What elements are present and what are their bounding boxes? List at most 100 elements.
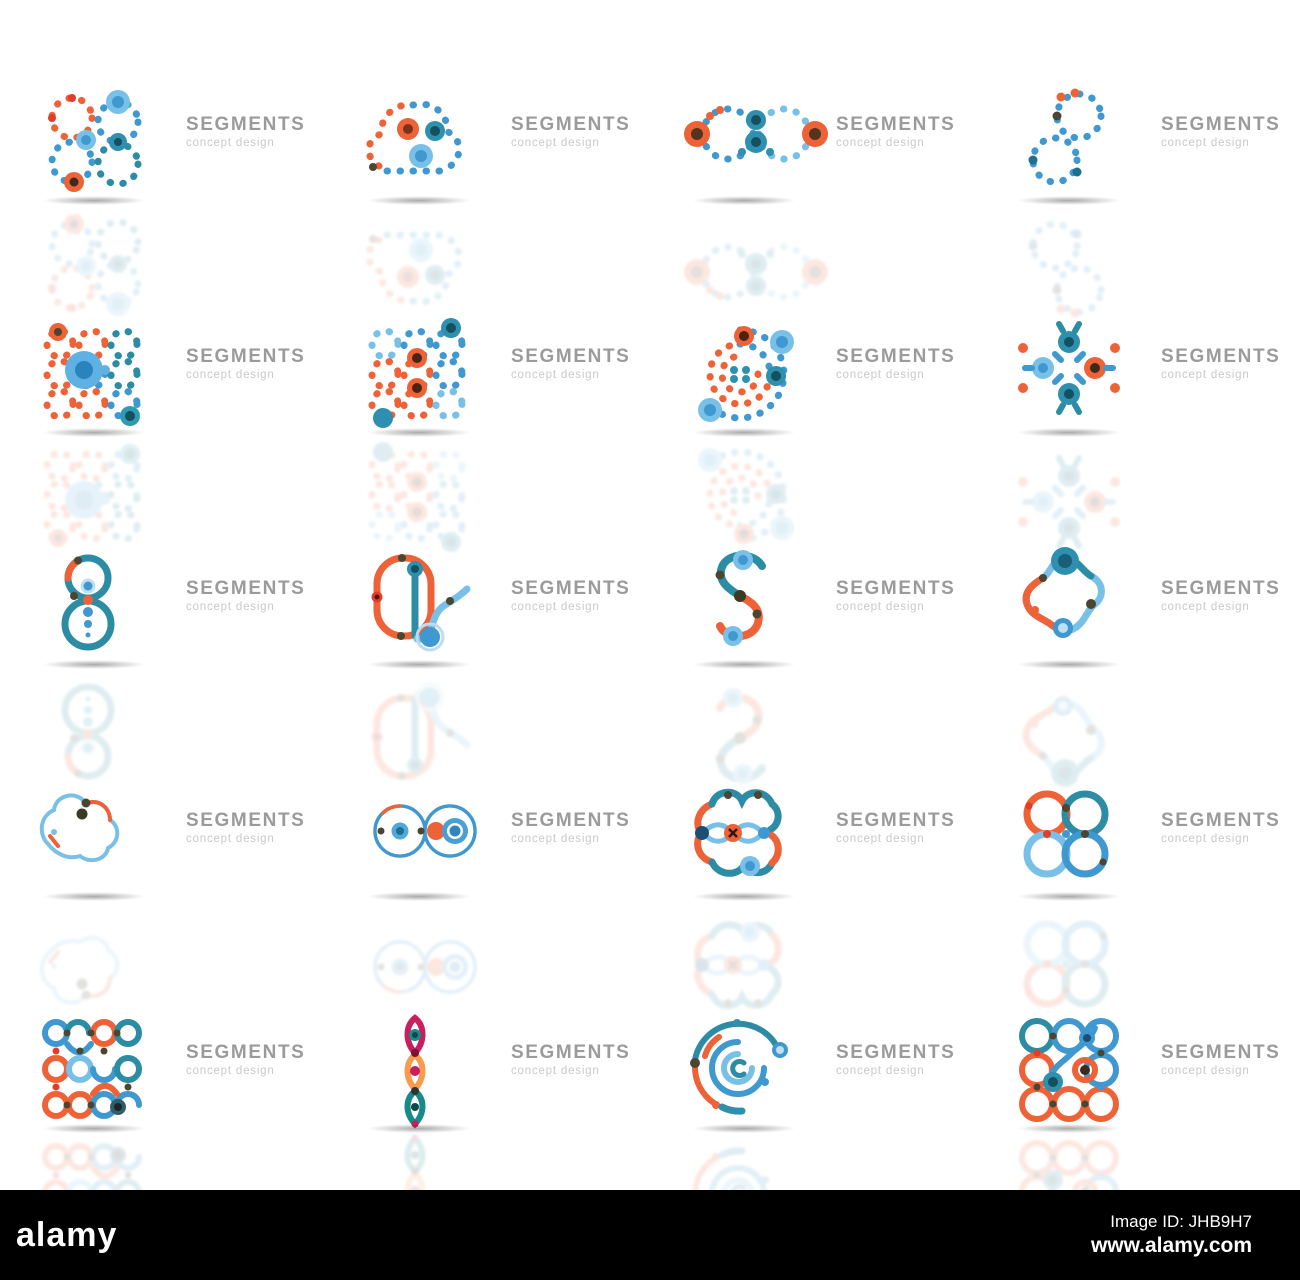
concept-design-tagline: concept design — [836, 1065, 925, 1077]
segments-title: SEGMENTS — [186, 346, 306, 367]
watermark-bar: alamy Image ID: JHB9H7 www.alamy.com — [0, 1190, 1300, 1280]
logo-art-wrap — [680, 80, 830, 301]
leaf-chain-icon — [355, 1008, 505, 1130]
concentric-arcs-icon — [680, 1008, 830, 1126]
concept-design-tagline: concept design — [836, 601, 925, 613]
segments-title: SEGMENTS — [511, 810, 631, 831]
ground-shadow — [1017, 428, 1121, 437]
logo-item: SEGMENTS concept design — [680, 302, 1005, 544]
segments-title: SEGMENTS — [836, 578, 956, 599]
ground-shadow — [42, 892, 146, 901]
concept-design-tagline: concept design — [1161, 601, 1250, 613]
segments-title: SEGMENTS — [1161, 346, 1281, 367]
concept-design-tagline: concept design — [1161, 369, 1250, 381]
logo-art-wrap — [30, 544, 180, 780]
image-id-text: Image ID: JHB9H7 — [1110, 1212, 1252, 1232]
logo-art-wrap — [1005, 312, 1155, 549]
segments-title: SEGMENTS — [1161, 114, 1281, 135]
segments-title: SEGMENTS — [836, 810, 956, 831]
segments-title: SEGMENTS — [836, 114, 956, 135]
ground-shadow — [692, 660, 796, 669]
segments-title: SEGMENTS — [511, 114, 631, 135]
logo-art-wrap — [355, 312, 505, 552]
double-loop-knot-icon — [680, 776, 830, 894]
logo-item: SEGMENTS concept design — [30, 302, 355, 547]
logo-art-wrap — [355, 80, 505, 306]
ground-shadow — [42, 428, 146, 437]
concept-design-tagline: concept design — [186, 1065, 275, 1077]
dotted-grid-orange-dots-icon — [355, 312, 505, 434]
logo-item: SEGMENTS concept design — [680, 766, 1005, 1010]
segments-title: SEGMENTS — [1161, 1042, 1281, 1063]
concept-design-tagline: concept design — [186, 369, 275, 381]
segments-title: SEGMENTS — [1161, 810, 1281, 831]
heart-blob-outline-icon — [30, 776, 180, 894]
logo-art-wrap — [680, 312, 830, 544]
peanut-outline-icon — [30, 544, 180, 666]
ground-shadow — [692, 892, 796, 901]
segments-title: SEGMENTS — [511, 1042, 631, 1063]
ground-shadow — [367, 892, 471, 901]
alamy-logo: alamy — [16, 1215, 118, 1254]
concept-design-tagline: concept design — [1161, 833, 1250, 845]
logo-item: SEGMENTS concept design — [30, 70, 355, 316]
logo-art-wrap — [680, 544, 830, 784]
ground-shadow — [1017, 892, 1121, 901]
dotted-grid-blue-dot-icon — [30, 312, 180, 434]
logo-art-wrap — [355, 544, 505, 780]
logo-item: SEGMENTS concept design — [30, 534, 355, 780]
dotted-infinity-icon — [680, 80, 830, 192]
concept-design-tagline: concept design — [836, 369, 925, 381]
segments-title: SEGMENTS — [836, 346, 956, 367]
ground-shadow — [367, 196, 471, 205]
logo-art-wrap — [30, 80, 180, 316]
logo-art-wrap — [680, 1008, 830, 1243]
ground-shadow — [1017, 196, 1121, 205]
logo-item: SEGMENTS concept design — [30, 766, 355, 1005]
logo-item: SEGMENTS concept design — [355, 766, 680, 998]
ground-shadow — [1017, 660, 1121, 669]
nine-ring-cluster-icon — [1005, 1008, 1155, 1130]
segments-title: SEGMENTS — [511, 578, 631, 599]
ground-shadow — [42, 196, 146, 205]
dotted-eight-pair-icon — [30, 80, 180, 202]
logo-grid: SEGMENTS concept design — [30, 70, 1300, 1248]
concept-design-tagline: concept design — [186, 833, 275, 845]
letter-s-icon — [680, 544, 830, 662]
concept-design-tagline: concept design — [511, 137, 600, 149]
segments-title: SEGMENTS — [511, 346, 631, 367]
concept-design-tagline: concept design — [186, 601, 275, 613]
logo-art-wrap — [1005, 544, 1155, 787]
concept-design-tagline: concept design — [511, 833, 600, 845]
logo-art-wrap — [1005, 1008, 1155, 1244]
concept-design-tagline: concept design — [511, 1065, 600, 1077]
segments-title: SEGMENTS — [186, 578, 306, 599]
ground-shadow — [42, 660, 146, 669]
concept-design-tagline: concept design — [511, 601, 600, 613]
alamy-url-text: www.alamy.com — [1090, 1233, 1252, 1257]
logo-art-wrap — [1005, 80, 1155, 318]
ground-shadow — [367, 428, 471, 437]
logo-art-wrap — [355, 776, 505, 994]
logo-art-wrap — [355, 1008, 505, 1248]
logo-item: SEGMENTS concept design — [355, 70, 680, 306]
logo-item: SEGMENTS concept design — [1005, 70, 1300, 318]
logo-item: SEGMENTS concept design — [355, 302, 680, 552]
segments-title: SEGMENTS — [186, 810, 306, 831]
rounded-rect-swoosh-icon — [355, 544, 505, 666]
segments-title: SEGMENTS — [186, 1042, 306, 1063]
ground-shadow — [367, 660, 471, 669]
logo-item: SEGMENTS concept design — [680, 534, 1005, 784]
four-rings-icon — [1005, 776, 1155, 896]
logo-art-wrap — [1005, 776, 1155, 1008]
ground-shadow — [692, 428, 796, 437]
curve-maze-square-icon — [30, 1008, 180, 1130]
logo-art-wrap — [30, 312, 180, 547]
concept-design-tagline: concept design — [836, 137, 925, 149]
ground-shadow — [42, 1124, 146, 1133]
dotted-s-curve-icon — [1005, 80, 1155, 202]
ground-shadow — [1017, 1124, 1121, 1133]
logo-item: SEGMENTS concept design — [1005, 766, 1300, 1008]
dotted-cloud-triangle-icon — [355, 80, 505, 202]
ground-shadow — [367, 1124, 471, 1133]
